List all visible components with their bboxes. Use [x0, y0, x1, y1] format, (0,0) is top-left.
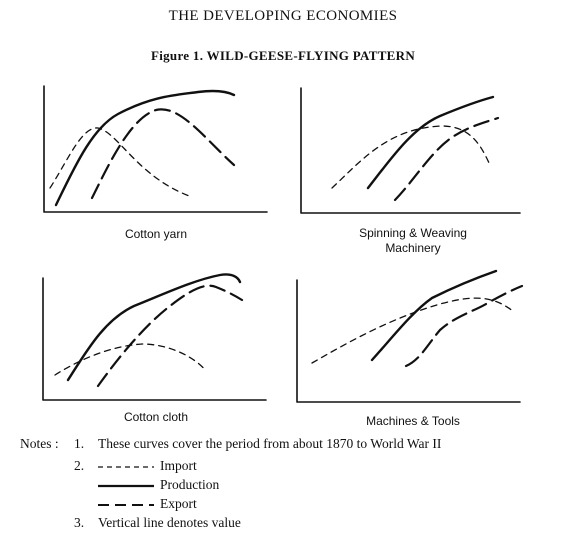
panel-machines-tools-axes [297, 280, 520, 402]
spinning-weaving-production-curve [368, 97, 493, 188]
caption-cotton-cloth: Cotton cloth [96, 410, 216, 425]
note-1-number: 1. [74, 436, 84, 451]
cotton-cloth-production-curve [68, 274, 240, 380]
spinning-weaving-export-curve [395, 118, 498, 200]
caption-spinning-weaving-machinery: Spinning & Weaving Machinery [338, 226, 488, 256]
note-3-number: 3. [74, 515, 84, 530]
machines-tools-export-curve [406, 286, 522, 366]
legend-export-label: Export [160, 496, 197, 511]
cotton-cloth-export-curve [98, 286, 242, 386]
panel-spinning-weaving-chart [301, 88, 520, 213]
caption-machines-tools: Machines & Tools [338, 414, 488, 429]
note-1-text: These curves cover the period from about… [98, 436, 441, 451]
panel-spinning-weaving-axes [301, 88, 520, 213]
legend-production-label: Production [160, 477, 219, 492]
caption-cotton-yarn: Cotton yarn [96, 227, 216, 242]
machines-tools-import-curve [312, 298, 514, 363]
panel-cotton-yarn-chart [44, 86, 267, 212]
panel-cotton-cloth-chart [43, 274, 266, 400]
cotton-yarn-export-curve [92, 109, 234, 198]
note-3-text: Vertical line denotes value [98, 515, 241, 530]
figure-panels [0, 0, 566, 430]
machines-tools-production-curve [372, 271, 496, 360]
notes-label: Notes : [20, 436, 59, 451]
panel-cotton-cloth-axes [43, 278, 266, 400]
legend-import-label: Import [160, 458, 197, 473]
cotton-cloth-import-curve [55, 344, 206, 375]
panel-machines-tools-chart [297, 271, 522, 402]
panel-cotton-yarn-axes [44, 86, 267, 212]
cotton-yarn-production-curve [56, 91, 234, 205]
cotton-yarn-import-curve [50, 128, 192, 197]
legend-line-samples [96, 458, 158, 518]
note-2-number: 2. [74, 458, 84, 473]
